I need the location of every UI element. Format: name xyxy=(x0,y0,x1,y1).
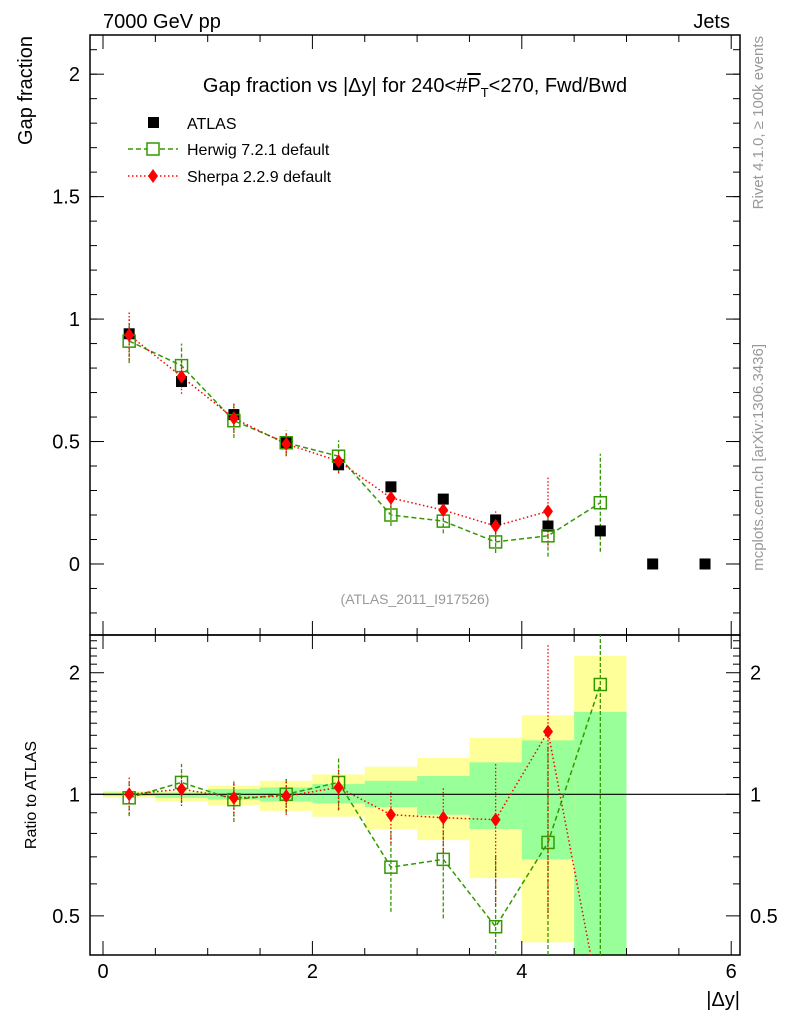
atlas-point xyxy=(647,558,659,570)
legend-herwig-marker xyxy=(146,142,160,156)
mcplots-label: mcplots.cern.ch [arXiv:1306.3436] xyxy=(750,344,767,571)
sherpa-point xyxy=(542,504,553,519)
title-pt-sub: T xyxy=(481,85,489,100)
ratio-y-tick-label-right: 1 xyxy=(750,784,761,806)
ratio-y-axis-label: Ratio to ATLAS xyxy=(23,741,40,849)
ratio-herwig-point xyxy=(436,852,451,867)
atlas-point xyxy=(594,525,606,537)
rivet-label: Rivet 4.1.0, ≥ 100k events xyxy=(750,36,767,209)
sherpa-point xyxy=(176,369,187,384)
y-tick-label: 1 xyxy=(69,309,80,331)
atlas-point xyxy=(542,520,554,532)
ratio-sherpa-point xyxy=(333,780,344,795)
header-left: 7000 GeV pp xyxy=(103,11,221,33)
sherpa-point xyxy=(281,436,292,451)
x-tick-label: 2 xyxy=(307,961,318,983)
y-axis-label: Gap fraction xyxy=(15,36,37,145)
atlas-point xyxy=(385,481,397,493)
y-tick-label: 0.5 xyxy=(52,432,80,454)
ratio-sherpa-point xyxy=(228,790,239,805)
sherpa-point xyxy=(333,454,344,469)
ratio-sherpa-point xyxy=(281,789,292,804)
herwig-point xyxy=(384,508,398,522)
data-marks xyxy=(122,310,711,956)
legend-atlas-marker xyxy=(148,117,159,128)
ratio-sherpa-line xyxy=(129,729,592,956)
ratio-sherpa-point xyxy=(385,807,396,822)
legend-herwig-label: Herwig 7.2.1 default xyxy=(187,142,330,159)
legend-sherpa-label: Sherpa 2.2.9 default xyxy=(187,169,332,186)
sherpa-point xyxy=(228,411,239,426)
sherpa-point xyxy=(438,503,449,518)
chart-title: Gap fraction vs |Δy| for 240<#PT<270, Fw… xyxy=(203,75,627,100)
ratio-sherpa-point xyxy=(124,787,135,802)
herwig-line xyxy=(128,340,601,543)
ratio-herwig-point xyxy=(384,860,398,874)
atlas-point xyxy=(437,493,449,505)
ratio-y-tick-label-right: 2 xyxy=(750,663,761,685)
ratio-sherpa-point xyxy=(490,812,501,827)
band-green xyxy=(417,775,470,815)
sherpa-line xyxy=(128,334,549,527)
ratio-herwig-point xyxy=(488,919,503,934)
x-axis-label: |Δy| xyxy=(706,989,740,1011)
ratio-herwig-line xyxy=(128,684,602,929)
y-tick-label: 2 xyxy=(69,64,80,86)
ratio-sherpa-point xyxy=(176,782,187,797)
y-tick-label: 0 xyxy=(69,554,80,576)
ratio-y-tick-label: 0.5 xyxy=(52,906,80,928)
herwig-point xyxy=(541,529,555,543)
y-tick-label: 1.5 xyxy=(52,187,80,209)
ratio-sherpa-point xyxy=(438,810,449,825)
ratio-y-tick-label: 2 xyxy=(69,663,80,685)
ratio-sherpa-point xyxy=(542,724,553,739)
legend-sherpa-marker xyxy=(148,169,158,183)
header-right: Jets xyxy=(693,11,730,33)
title-main: Gap fraction vs |Δy| for 240<# xyxy=(203,75,468,97)
x-tick-label: 4 xyxy=(516,961,527,983)
axes: 0 0.5 1 1.5 2 0.5 0.5 1 1 2 2 0 2 4 6 xyxy=(52,34,778,983)
ratio-y-tick-label: 1 xyxy=(69,784,80,806)
legend-atlas-label: ATLAS xyxy=(187,116,237,133)
ratio-herwig-point xyxy=(593,677,608,692)
sherpa-point xyxy=(124,328,135,342)
herwig-point xyxy=(488,535,503,549)
herwig-point xyxy=(593,496,608,510)
title-end: <270, Fwd/Bwd xyxy=(489,75,627,97)
x-tick-label: 6 xyxy=(726,961,737,983)
x-tick-label: 0 xyxy=(97,961,108,983)
sherpa-point xyxy=(490,519,501,534)
ratio-frame xyxy=(89,634,741,956)
atlas-point xyxy=(699,558,711,570)
analysis-label: (ATLAS_2011_I917526) xyxy=(341,591,490,607)
ratio-y-tick-label-right: 0.5 xyxy=(750,906,778,928)
sherpa-point xyxy=(385,490,396,505)
legend: ATLAS Herwig 7.2.1 default Sherpa 2.2.9 … xyxy=(128,116,332,186)
title-pt: P xyxy=(467,75,480,97)
